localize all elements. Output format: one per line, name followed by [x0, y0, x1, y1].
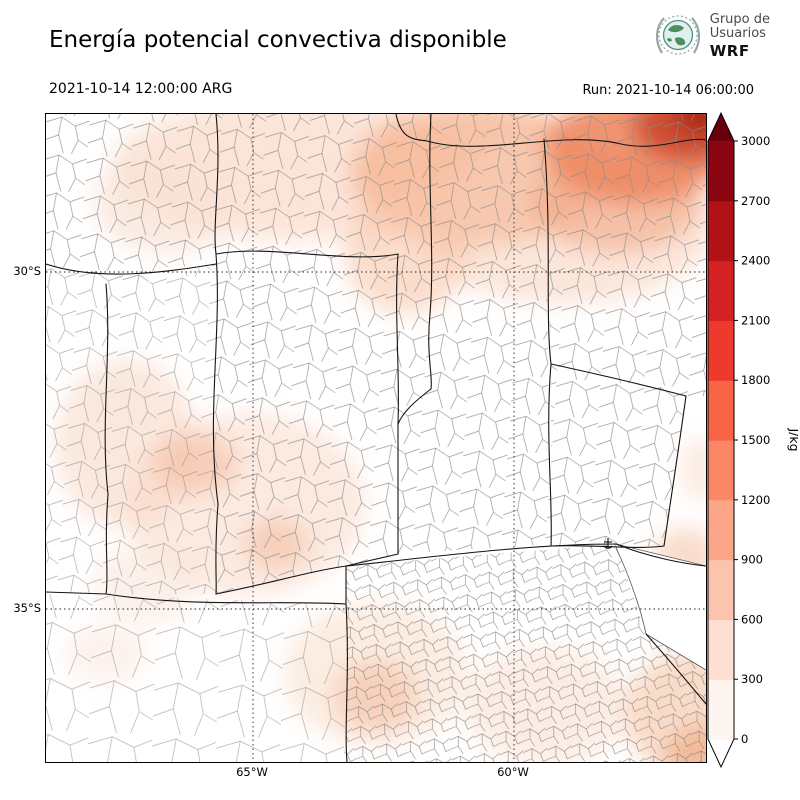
city-marker	[603, 538, 613, 549]
graticule	[46, 114, 706, 762]
colorbar-tick: 3000	[741, 134, 770, 148]
map-canvas	[45, 113, 707, 763]
lat-tick-30s: 30°S	[13, 264, 41, 278]
colorbar: 0 300 600 900 1200 1500 1800 2100 2400 2700 3000 J/…	[707, 111, 798, 769]
department-boundaries	[46, 114, 706, 762]
globe-logo-icon	[655, 15, 700, 55]
colorbar-tick: 2100	[741, 313, 770, 327]
colorbar-tick: 0	[741, 732, 748, 746]
lon-tick-65w: 65°W	[236, 765, 268, 779]
valid-time-label: 2021-10-14 12:00:00 ARG	[49, 81, 233, 97]
lon-tick-60w: 60°W	[497, 765, 529, 779]
colorbar-tick: 900	[741, 553, 763, 567]
colorbar-unit-label: J/kg	[787, 427, 798, 451]
run-time-label: Run: 2021-10-14 06:00:00	[582, 83, 754, 98]
colorbar-tick: 2400	[741, 254, 770, 268]
wrf-users-group-logo: Grupo de Usuarios WRF	[653, 11, 770, 61]
colorbar-tick: 1500	[741, 433, 770, 447]
colorbar-tick: 600	[741, 612, 763, 626]
colorbar-tick: 300	[741, 672, 763, 686]
colorbar-tick: 2700	[741, 194, 770, 208]
cape-map	[46, 114, 706, 762]
colorbar-tick: 1800	[741, 373, 770, 387]
page-title: Energía potencial convectiva disponible	[49, 27, 507, 53]
logo-text: Grupo de Usuarios WRF	[709, 11, 770, 60]
rio-de-la-plata	[616, 544, 706, 670]
logo-line-1: Grupo de	[709, 11, 770, 27]
logo-line-3: WRF	[709, 41, 750, 60]
colorbar-tick: 1200	[741, 493, 770, 507]
province-boundaries	[46, 114, 706, 762]
lat-tick-35s: 35°S	[13, 601, 41, 615]
logo-line-2: Usuarios	[709, 26, 766, 42]
